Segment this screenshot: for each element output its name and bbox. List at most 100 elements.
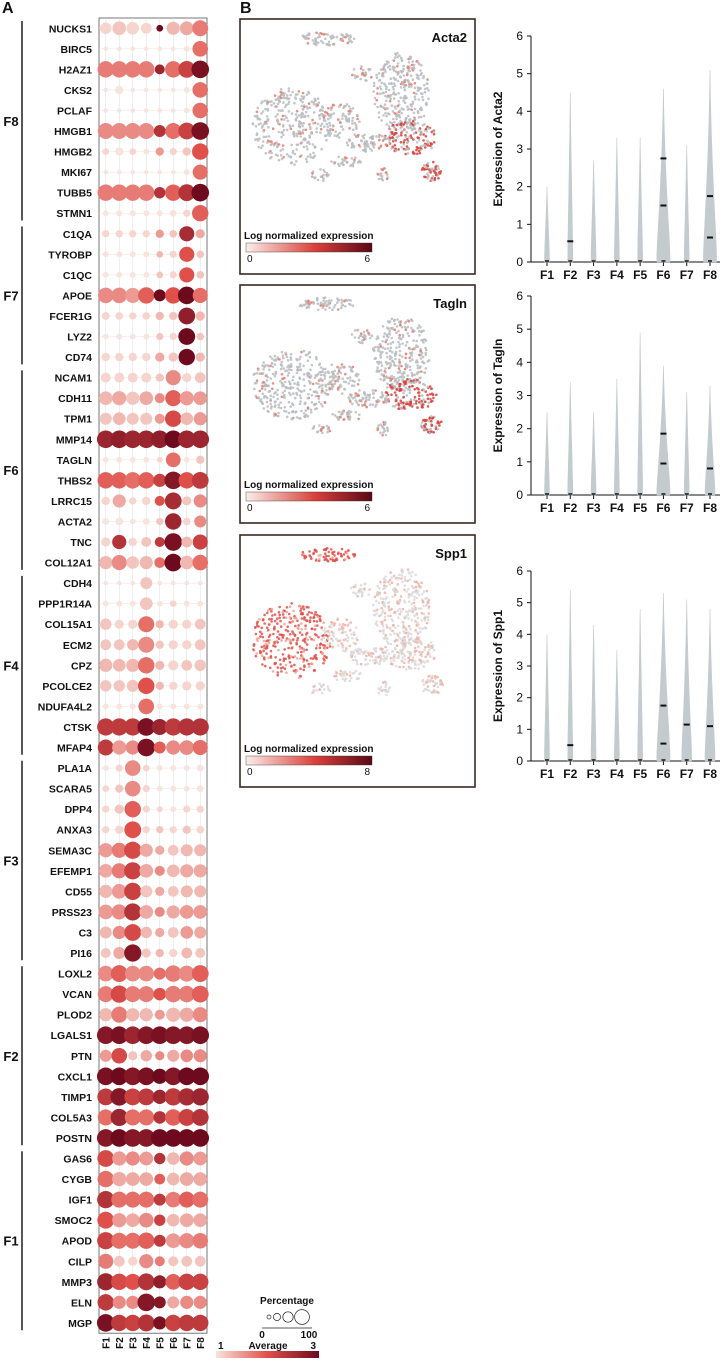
umap-cell	[315, 633, 318, 637]
dot	[180, 1295, 194, 1309]
umap-cell	[273, 94, 277, 97]
umap-cell	[395, 135, 399, 139]
umap-cell	[376, 345, 380, 349]
dot	[98, 863, 113, 878]
umap-cell	[416, 632, 420, 635]
umap-cell	[413, 86, 417, 90]
dot	[157, 169, 163, 175]
umap-cell	[426, 616, 429, 619]
dot	[142, 496, 151, 506]
umap-cell	[417, 391, 421, 394]
umap-cell	[388, 128, 392, 131]
umap-cell	[422, 133, 426, 136]
umap-cell	[394, 147, 398, 151]
dot	[169, 147, 177, 156]
dot	[169, 948, 178, 958]
dot	[165, 1314, 182, 1332]
umap-cell	[323, 629, 327, 633]
dot	[124, 821, 142, 839]
umap-cell	[353, 655, 357, 658]
umap-cell	[328, 380, 332, 384]
dot	[178, 184, 196, 202]
umap-cell	[420, 108, 424, 111]
umap-cell	[295, 357, 298, 361]
umap-cell	[383, 422, 387, 425]
umap-cell	[420, 642, 423, 646]
umap-cell	[271, 382, 275, 385]
dot	[184, 580, 190, 586]
umap-cell	[366, 662, 369, 666]
umap-cell	[270, 151, 274, 155]
umap-cell	[293, 152, 297, 156]
gene-label: CXCL1	[58, 1071, 93, 1083]
violin-x-tick-label: F7	[680, 767, 694, 781]
umap-cell	[266, 375, 270, 379]
dot	[111, 904, 127, 920]
umap-cell	[409, 74, 413, 77]
umap-cell	[382, 65, 386, 68]
umap-cell	[320, 685, 323, 688]
umap-cell	[396, 583, 399, 586]
umap-cell	[374, 656, 378, 659]
umap-cell	[377, 116, 381, 119]
gene-label: MMP3	[62, 1277, 92, 1289]
umap-cell	[418, 151, 422, 155]
umap-cell	[347, 120, 351, 123]
dot	[191, 1088, 209, 1106]
violin-x-tick-label: F5	[633, 268, 647, 282]
dot	[123, 1129, 142, 1147]
umap-cell	[378, 662, 381, 666]
umap-cell	[341, 117, 344, 120]
umap-cell	[414, 659, 417, 663]
umap-cell	[283, 118, 286, 121]
umap-cell	[424, 135, 428, 138]
umap-cell	[390, 336, 394, 340]
umap-cell	[368, 147, 372, 151]
umap-cell	[396, 79, 400, 83]
umap-cell	[388, 383, 392, 387]
umap-cell	[332, 112, 336, 115]
umap-cell	[393, 640, 397, 643]
umap-cell	[267, 151, 271, 154]
umap-cell	[329, 116, 332, 119]
umap-cell	[422, 665, 426, 668]
umap-cell	[376, 349, 380, 352]
umap-cell	[271, 372, 275, 376]
dot	[169, 600, 177, 608]
umap-cell	[263, 622, 266, 625]
umap-cell	[419, 73, 423, 76]
umap-cell	[316, 97, 320, 100]
umap-cell	[316, 103, 320, 107]
dot	[192, 20, 209, 37]
umap-cell	[383, 584, 386, 587]
dot	[192, 554, 209, 571]
umap-cell	[349, 410, 353, 414]
umap-cell	[415, 359, 419, 362]
umap-cell	[330, 637, 333, 641]
dot	[177, 430, 196, 449]
umap-cell	[404, 84, 408, 87]
umap-cell	[323, 391, 327, 395]
column-label: F7	[183, 1337, 194, 1349]
dot	[181, 536, 193, 548]
umap-cell	[393, 120, 396, 124]
legend-size-circle	[266, 1314, 272, 1320]
dot	[152, 1068, 168, 1084]
umap-cell	[379, 87, 383, 91]
umap-cell	[432, 160, 435, 164]
dot	[96, 1067, 115, 1086]
umap-cell	[350, 157, 354, 160]
umap-cell	[383, 347, 387, 351]
dot	[142, 352, 151, 362]
umap-cell	[337, 162, 340, 166]
umap-cell	[326, 33, 329, 36]
dot	[183, 209, 191, 217]
umap-cell	[270, 357, 274, 360]
dot	[113, 947, 126, 960]
umap-cell	[360, 65, 363, 68]
umap-cell	[432, 656, 436, 660]
umap-cell	[338, 639, 342, 642]
umap-cell	[426, 660, 430, 663]
umap-cell	[307, 90, 310, 94]
umap-cell	[295, 391, 298, 395]
